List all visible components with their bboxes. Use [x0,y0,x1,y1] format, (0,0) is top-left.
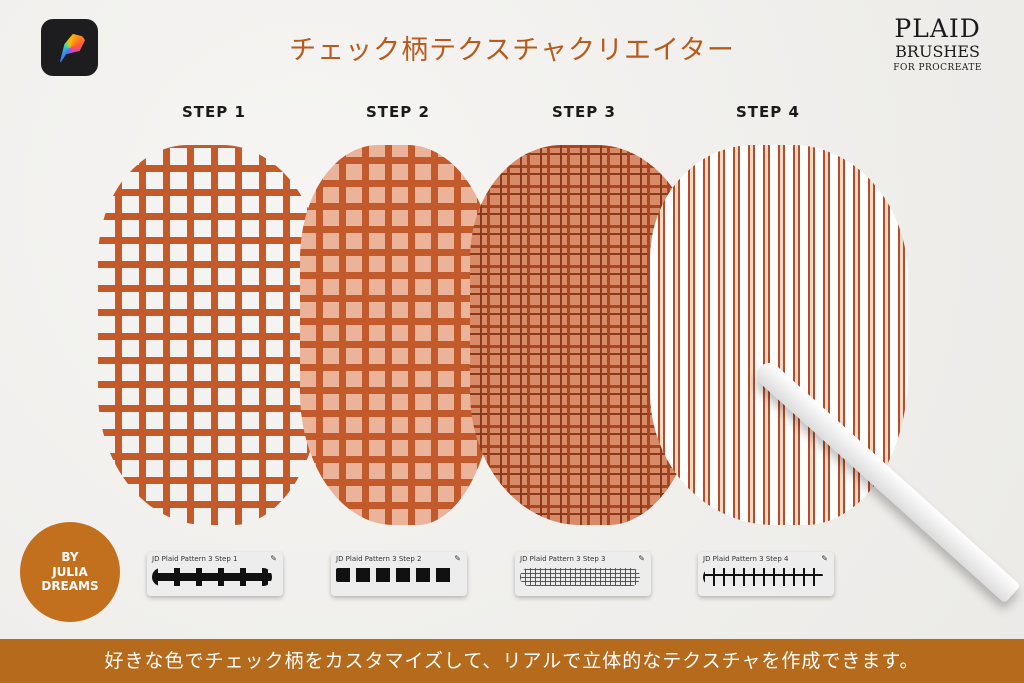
pen-icon: ✎ [638,554,645,563]
brush-stroke-preview [703,568,823,586]
pen-icon: ✎ [821,554,828,563]
seal-line3: DREAMS [41,579,99,594]
brand-line2: BRUSHES [895,42,981,61]
seal-line2: JULIA [52,564,88,579]
plaid-swatch-step-4 [650,145,908,525]
brush-name: JD Plaid Pattern 3 Step 3 [520,555,606,563]
author-seal: BY JULIA DREAMS [26,528,114,616]
brush-stroke-preview [152,568,272,586]
page-title: チェック柄テクスチャクリエイター [289,35,735,66]
brush-name: JD Plaid Pattern 3 Step 4 [703,555,789,563]
step-3-label: STEP 3 [552,103,616,121]
pen-icon: ✎ [454,554,461,563]
step-1-label: STEP 1 [182,103,246,121]
brush-name: JD Plaid Pattern 3 Step 2 [336,555,422,563]
brush-stroke-preview [520,568,640,586]
brand-line1: PLAID [894,14,981,43]
brand-title: PLAID BRUSHES FOR PROCREATE [893,16,982,73]
brush-card-step-3[interactable]: JD Plaid Pattern 3 Step 3 ✎ [515,552,651,596]
brush-stroke-preview [336,568,456,582]
seal-line1: BY [61,550,79,565]
footer-banner: 好きな色でチェック柄をカスタマイズして、リアルで立体的なテクスチャを作成できます… [0,639,1024,683]
brush-card-step-1[interactable]: JD Plaid Pattern 3 Step 1 ✎ [147,552,283,596]
procreate-logo [41,19,98,76]
plaid-swatch-step-1 [98,145,323,525]
brand-line3: FOR PROCREATE [893,63,982,73]
brush-name: JD Plaid Pattern 3 Step 1 [152,555,238,563]
step-2-label: STEP 2 [366,103,430,121]
brush-card-step-4[interactable]: JD Plaid Pattern 3 Step 4 ✎ [698,552,834,596]
pen-icon: ✎ [270,554,277,563]
brush-card-step-2[interactable]: JD Plaid Pattern 3 Step 2 ✎ [331,552,467,596]
plaid-swatch-step-2 [300,145,495,525]
step-4-label: STEP 4 [736,103,800,121]
